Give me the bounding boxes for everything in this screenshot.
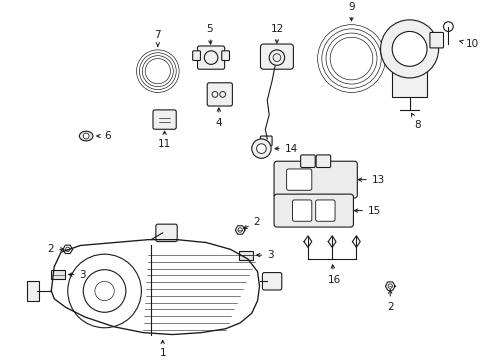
- FancyBboxPatch shape: [192, 51, 200, 60]
- FancyBboxPatch shape: [207, 83, 232, 106]
- Text: 10: 10: [459, 39, 478, 49]
- Circle shape: [391, 31, 426, 66]
- FancyBboxPatch shape: [316, 155, 330, 167]
- FancyBboxPatch shape: [260, 136, 271, 146]
- Text: 12: 12: [270, 24, 283, 43]
- FancyBboxPatch shape: [197, 46, 224, 69]
- Bar: [391, 68, 426, 97]
- Text: 5: 5: [205, 24, 212, 44]
- Text: 2: 2: [386, 290, 393, 312]
- Bar: [27, 281, 39, 301]
- FancyBboxPatch shape: [156, 224, 177, 242]
- Text: 1: 1: [159, 340, 165, 358]
- Circle shape: [380, 20, 438, 78]
- Bar: [51, 270, 65, 279]
- Text: 3: 3: [69, 270, 86, 279]
- Circle shape: [256, 144, 266, 153]
- Text: 14: 14: [274, 144, 297, 154]
- FancyBboxPatch shape: [153, 110, 176, 129]
- FancyBboxPatch shape: [292, 200, 311, 221]
- Text: 15: 15: [354, 206, 381, 216]
- Text: 16: 16: [327, 265, 340, 284]
- Ellipse shape: [79, 131, 93, 141]
- Text: 2: 2: [243, 217, 260, 229]
- Circle shape: [83, 270, 125, 312]
- Circle shape: [83, 133, 89, 139]
- FancyBboxPatch shape: [273, 194, 353, 227]
- Text: 11: 11: [158, 131, 171, 149]
- FancyBboxPatch shape: [429, 32, 443, 48]
- Text: 8: 8: [410, 113, 420, 130]
- FancyBboxPatch shape: [315, 200, 334, 221]
- FancyBboxPatch shape: [221, 51, 229, 60]
- Text: 2: 2: [47, 244, 64, 254]
- Text: 13: 13: [358, 175, 385, 185]
- FancyBboxPatch shape: [300, 155, 315, 167]
- Circle shape: [251, 139, 270, 158]
- Text: 9: 9: [347, 2, 354, 21]
- Text: 4: 4: [215, 108, 222, 128]
- Text: 7: 7: [154, 30, 161, 46]
- FancyBboxPatch shape: [260, 44, 293, 69]
- Bar: [239, 251, 252, 260]
- FancyBboxPatch shape: [273, 161, 357, 198]
- Text: 3: 3: [256, 250, 273, 260]
- FancyBboxPatch shape: [262, 273, 281, 290]
- FancyBboxPatch shape: [286, 169, 311, 190]
- Text: 6: 6: [97, 131, 111, 141]
